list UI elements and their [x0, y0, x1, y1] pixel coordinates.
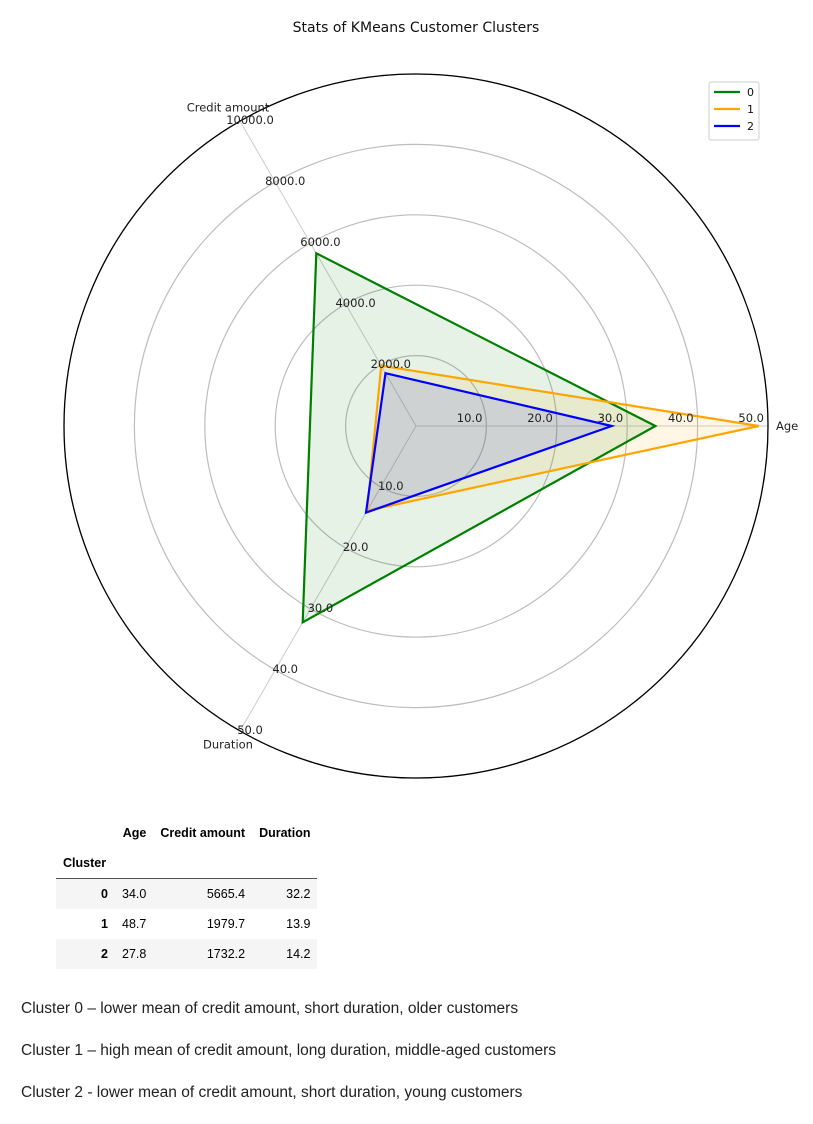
legend-label: 2 — [747, 120, 754, 133]
table-row: 2 27.8 1732.2 14.2 — [56, 939, 318, 969]
cell-age: 48.7 — [122, 917, 147, 931]
legend-label: 0 — [747, 86, 754, 99]
tick-label: 4000.0 — [335, 296, 375, 310]
note-cluster-0: Cluster 0 – lower mean of credit amount,… — [21, 1000, 519, 1017]
cell-age: 27.8 — [122, 947, 147, 961]
series-2-fill — [366, 373, 612, 513]
series-1-line — [365, 364, 760, 513]
tick-label: 6000.0 — [300, 235, 340, 249]
row-index: 1 — [101, 917, 108, 931]
cell-age: 34.0 — [115, 878, 154, 909]
legend: 0 1 2 — [708, 81, 760, 141]
series-2-line — [364, 371, 616, 515]
cell-credit-amount: 5665.4 — [153, 878, 253, 909]
table-index-name-row: Cluster — [56, 848, 317, 879]
index-name: Cluster — [63, 856, 107, 870]
table-corner — [56, 818, 115, 848]
tick-label: 10.0 — [378, 479, 404, 493]
tick-label: 20.0 — [343, 540, 369, 554]
table-blank-cell — [252, 848, 317, 879]
column-header-credit-amount: Credit amount — [160, 826, 246, 840]
cell-duration: 32.2 — [252, 878, 318, 909]
tick-label: 8000.0 — [265, 174, 305, 188]
row-index: 2 — [101, 947, 108, 961]
table-header-row: Age Credit amount Duration — [56, 818, 317, 848]
series-1-fill — [367, 365, 759, 511]
note-cluster-2: Cluster 2 - lower mean of credit amount,… — [21, 1084, 523, 1101]
cell-duration: 13.9 — [286, 917, 311, 931]
outer-frame — [63, 73, 769, 779]
axis-label-duration: Duration — [203, 737, 253, 751]
series-0-line — [301, 251, 658, 625]
axis-spoke — [239, 425, 417, 732]
axis-label-credit-amount: Credit amount — [187, 101, 270, 115]
axis-label-age: Age — [776, 419, 798, 433]
legend-label: 1 — [747, 103, 754, 116]
table-blank-cell — [115, 848, 153, 879]
cell-credit-amount: 1732.2 — [206, 947, 246, 961]
column-header-age: Age — [122, 826, 147, 840]
radar-chart: Stats of KMeans Customer Clusters 10.0 20… — [63, 20, 798, 779]
tick-label: 30.0 — [598, 411, 624, 425]
tick-label: 50.0 — [237, 723, 263, 737]
cluster-stats-table: Age Credit amount Duration Cluster 0 34.… — [56, 818, 318, 969]
axis-spoke — [239, 120, 417, 427]
chart-title: Stats of KMeans Customer Clusters — [293, 20, 540, 36]
tick-label: 10000.0 — [226, 113, 274, 127]
column-header-duration: Duration — [259, 826, 311, 840]
cell-duration: 14.2 — [286, 947, 311, 961]
tick-label: 50.0 — [738, 411, 764, 425]
row-index: 0 — [56, 878, 115, 909]
series-0-fill — [302, 253, 656, 623]
table-row: 1 48.7 1979.7 13.9 — [56, 909, 317, 939]
table-blank-cell — [153, 848, 252, 879]
cell-credit-amount: 1979.7 — [206, 917, 246, 931]
tick-label: 40.0 — [272, 662, 298, 676]
notes: Cluster 0 – lower mean of credit amount,… — [21, 998, 801, 1124]
note-cluster-1: Cluster 1 – high mean of credit amount, … — [21, 1042, 557, 1059]
tick-label: 30.0 — [308, 601, 334, 615]
tick-label: 20.0 — [527, 411, 553, 425]
tick-label: 2000.0 — [371, 357, 411, 371]
tick-label: 40.0 — [668, 411, 694, 425]
tick-label: 10.0 — [457, 411, 483, 425]
table-row: 0 34.0 5665.4 32.2 — [56, 878, 318, 909]
